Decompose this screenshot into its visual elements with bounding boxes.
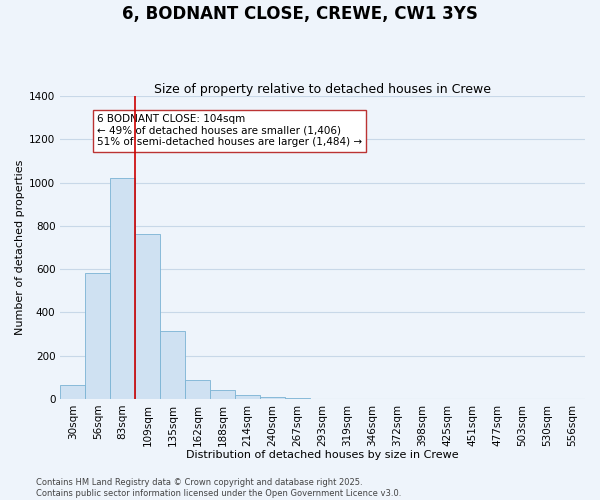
Bar [110, 178, 135, 399]
Bar [260, 397, 285, 399]
Bar [210, 390, 235, 399]
Bar [185, 380, 210, 399]
Title: Size of property relative to detached houses in Crewe: Size of property relative to detached ho… [154, 83, 491, 96]
Text: 6 BODNANT CLOSE: 104sqm
← 49% of detached houses are smaller (1,406)
51% of semi: 6 BODNANT CLOSE: 104sqm ← 49% of detache… [97, 114, 362, 148]
Text: Contains HM Land Registry data © Crown copyright and database right 2025.
Contai: Contains HM Land Registry data © Crown c… [36, 478, 401, 498]
Bar [135, 234, 160, 399]
Y-axis label: Number of detached properties: Number of detached properties [15, 160, 25, 335]
X-axis label: Distribution of detached houses by size in Crewe: Distribution of detached houses by size … [187, 450, 459, 460]
Bar [160, 330, 185, 399]
Bar [60, 385, 85, 399]
Text: 6, BODNANT CLOSE, CREWE, CW1 3YS: 6, BODNANT CLOSE, CREWE, CW1 3YS [122, 5, 478, 23]
Bar [85, 274, 110, 399]
Bar [235, 395, 260, 399]
